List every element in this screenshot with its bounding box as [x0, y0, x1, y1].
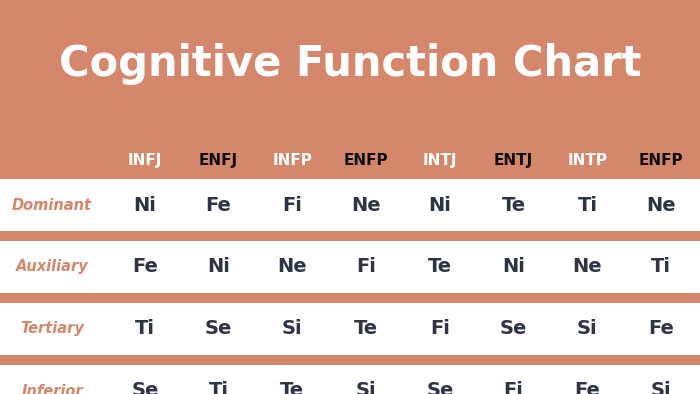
Bar [0, 365, 700, 394]
Text: Ni: Ni [428, 195, 452, 214]
Text: Se: Se [426, 381, 454, 394]
Text: Si: Si [356, 381, 377, 394]
Text: Si: Si [577, 320, 598, 338]
Text: Te: Te [502, 195, 526, 214]
Text: Ne: Ne [573, 258, 602, 277]
Text: ENFP: ENFP [639, 153, 683, 168]
Bar [0, 179, 700, 231]
Text: Ti: Ti [578, 195, 597, 214]
Text: Ne: Ne [646, 195, 676, 214]
Text: INFP: INFP [272, 153, 312, 168]
Text: ENTJ: ENTJ [494, 153, 533, 168]
Text: INTJ: INTJ [423, 153, 457, 168]
Text: Inferior: Inferior [21, 383, 83, 394]
Text: Te: Te [354, 320, 378, 338]
Text: Te: Te [280, 381, 304, 394]
Text: Ti: Ti [209, 381, 229, 394]
Text: Fi: Fi [504, 381, 524, 394]
Text: Fi: Fi [356, 258, 376, 277]
Text: Si: Si [651, 381, 671, 394]
Text: Fe: Fe [648, 320, 674, 338]
Bar [0, 142, 700, 179]
Text: Te: Te [428, 258, 452, 277]
Text: Ni: Ni [502, 258, 525, 277]
Text: Auxiliary: Auxiliary [15, 260, 88, 275]
Text: Se: Se [500, 320, 527, 338]
Text: Se: Se [205, 320, 232, 338]
Text: Se: Se [131, 381, 159, 394]
Text: Ne: Ne [351, 195, 381, 214]
Text: ENFJ: ENFJ [199, 153, 238, 168]
Text: Fi: Fi [430, 320, 450, 338]
Text: Ni: Ni [207, 258, 230, 277]
Text: Ne: Ne [278, 258, 307, 277]
Text: ENFP: ENFP [344, 153, 388, 168]
Text: Fe: Fe [132, 258, 158, 277]
Text: Fe: Fe [575, 381, 601, 394]
Text: INFJ: INFJ [127, 153, 162, 168]
Text: Fe: Fe [206, 195, 232, 214]
Bar [0, 241, 700, 293]
Text: Si: Si [282, 320, 302, 338]
Text: INTP: INTP [568, 153, 608, 168]
Text: Ni: Ni [134, 195, 156, 214]
Text: Fi: Fi [282, 195, 302, 214]
Text: Ti: Ti [135, 320, 155, 338]
Text: Cognitive Function Chart: Cognitive Function Chart [59, 43, 641, 85]
Bar [0, 303, 700, 355]
Text: Tertiary: Tertiary [20, 322, 84, 336]
Text: Ti: Ti [651, 258, 671, 277]
Text: Dominant: Dominant [12, 197, 92, 212]
